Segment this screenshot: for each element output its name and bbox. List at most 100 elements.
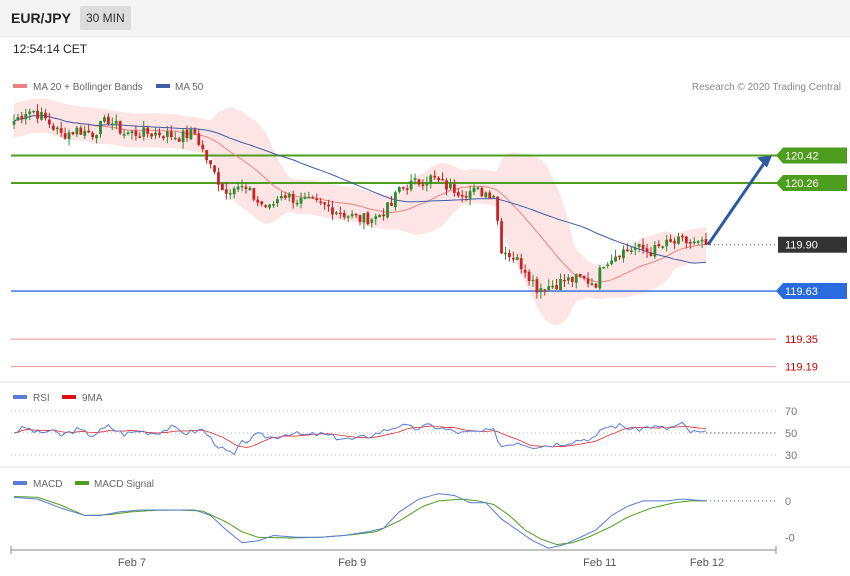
- candle: [692, 237, 696, 245]
- candle-body: [67, 132, 71, 140]
- ma20-legend-label: MA 20 + Bollinger Bands: [33, 82, 143, 93]
- candle-body: [248, 187, 252, 191]
- candle-body: [622, 249, 625, 259]
- candle-body: [570, 277, 574, 282]
- current-price-tag: [778, 236, 847, 253]
- rsi-legend-label: RSI: [33, 393, 50, 404]
- level-label: 119.19: [785, 362, 818, 374]
- macd-legend-swatch: [13, 481, 27, 485]
- candle: [169, 125, 173, 141]
- rsi-tick-label: 50: [785, 428, 797, 440]
- candle: [150, 132, 154, 140]
- candle: [464, 191, 468, 202]
- candle-body: [63, 133, 67, 139]
- candle-body: [283, 195, 287, 199]
- candle: [83, 125, 87, 139]
- candle-body: [425, 183, 429, 186]
- candle-body: [382, 214, 385, 217]
- candle-body: [484, 192, 488, 198]
- candle: [515, 253, 519, 261]
- candlesticks: [12, 104, 708, 299]
- candle-body: [692, 241, 696, 244]
- candle-body: [272, 204, 275, 206]
- candle: [201, 140, 205, 153]
- candle-body: [173, 137, 177, 140]
- candle-body: [370, 219, 374, 223]
- candle-body: [12, 121, 16, 125]
- candle: [539, 283, 543, 299]
- candle-body: [578, 273, 582, 277]
- candle-body: [59, 128, 63, 133]
- candle-body: [700, 239, 704, 242]
- candle: [413, 173, 417, 185]
- candle: [130, 130, 134, 140]
- candle-body: [704, 239, 708, 245]
- candle-body: [366, 212, 370, 225]
- candle: [492, 194, 496, 199]
- candle-body: [162, 136, 165, 139]
- candle: [480, 186, 484, 198]
- candle: [425, 176, 429, 192]
- candle-body: [421, 184, 425, 187]
- candle-body: [625, 249, 629, 252]
- candle-body: [594, 283, 598, 288]
- candle: [224, 182, 228, 200]
- candle: [165, 126, 169, 144]
- candle: [594, 282, 598, 289]
- candle: [653, 241, 657, 259]
- candle: [240, 179, 244, 192]
- candle: [260, 200, 264, 207]
- candle: [445, 178, 448, 196]
- candle-body: [28, 111, 32, 114]
- candle-body: [504, 252, 507, 255]
- candle: [354, 213, 358, 218]
- candle-body: [99, 121, 102, 135]
- candle-body: [393, 192, 397, 207]
- candle: [393, 190, 397, 211]
- interval-button[interactable]: 30 MIN: [80, 6, 131, 30]
- candle-body: [260, 201, 264, 205]
- candle-body: [279, 196, 283, 199]
- candle: [649, 247, 653, 257]
- candle: [429, 174, 433, 189]
- candle-body: [276, 199, 279, 204]
- rsi-ma-line: [13, 425, 707, 448]
- candle-body: [217, 172, 220, 185]
- candle: [531, 274, 535, 288]
- candle-body: [79, 127, 83, 135]
- candle-body: [20, 115, 24, 119]
- candle: [138, 132, 142, 139]
- candle: [315, 193, 319, 203]
- candle: [586, 272, 590, 288]
- macd-signal-line: [13, 496, 706, 546]
- candle: [342, 210, 346, 220]
- candle-body: [449, 183, 452, 189]
- candle-body: [669, 239, 673, 242]
- candle: [272, 201, 275, 208]
- candle-body: [130, 131, 134, 134]
- candle: [63, 127, 67, 140]
- candle-body: [142, 127, 146, 137]
- candle: [236, 182, 240, 193]
- candle-body: [319, 201, 323, 203]
- candle-body: [511, 258, 515, 260]
- candle-body: [209, 160, 212, 165]
- rsi-tick-label: 70: [785, 406, 797, 418]
- candle: [40, 107, 43, 121]
- candle-body: [614, 256, 617, 262]
- candle-body: [405, 188, 409, 191]
- candle-body: [224, 189, 228, 194]
- candle-body: [114, 120, 118, 124]
- candle: [299, 192, 303, 209]
- candle: [16, 113, 20, 121]
- candle: [523, 264, 527, 278]
- candle: [358, 214, 362, 226]
- candle: [551, 280, 555, 290]
- candle: [452, 179, 456, 197]
- candle-body: [350, 214, 354, 217]
- candle-body: [189, 129, 193, 140]
- candle-body: [32, 110, 36, 113]
- candle: [122, 129, 126, 139]
- candle-body: [220, 183, 224, 191]
- chart-header: EUR/JPY 30 MIN: [0, 0, 850, 37]
